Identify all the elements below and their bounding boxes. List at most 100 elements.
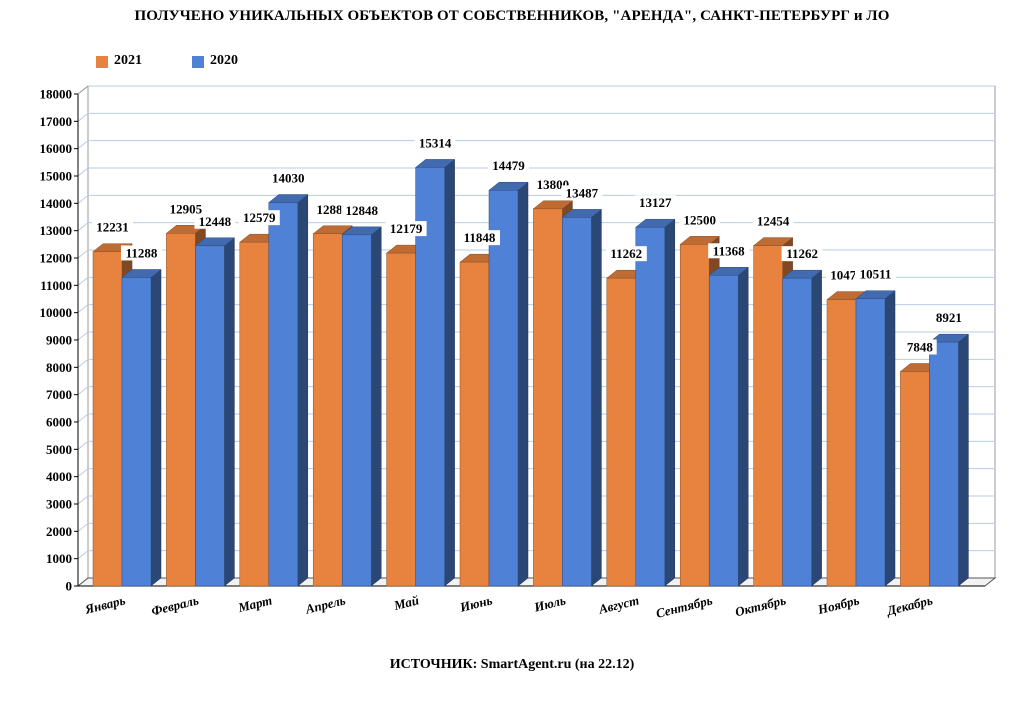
bar-2020 [341,234,372,587]
bar-side-2020 [224,237,235,587]
x-tick-label: Октябрь [734,592,788,619]
bar-2021 [166,233,196,587]
bar-2020 [782,277,812,587]
x-tick-label: Февраль [150,592,200,618]
gridline-side [77,112,89,122]
bar-side-2020 [370,226,382,587]
bar-2021 [386,252,416,587]
x-tick-label: Декабрь [885,592,935,618]
gridline-side [77,440,89,450]
bar-side-2020 [150,268,162,587]
bar-2021 [459,261,490,587]
data-label: 11848 [464,230,496,245]
y-tick-label: 1000 [46,551,72,566]
y-tick-label: 14000 [40,196,73,211]
data-label: 12231 [96,220,129,235]
bar-2021 [753,245,783,587]
bar-2020 [488,189,519,587]
gridline-side [77,249,89,259]
data-label-bg [932,310,966,326]
gridline-side [77,222,89,232]
data-label-bg [165,201,207,217]
data-label: 12579 [243,210,276,225]
data-label: 11262 [610,246,642,261]
bar-side-2020 [737,266,749,587]
bar-side-2020 [811,269,822,587]
x-tick-label: Март [236,592,274,615]
data-label-bg [194,213,236,229]
data-label-bg [238,210,280,226]
bar-side-2020 [664,218,676,587]
data-label-bg [121,245,162,261]
bar-2021 [606,277,637,587]
bar-2020 [708,275,739,587]
bar-2020 [121,277,152,587]
data-label: 15314 [419,135,452,150]
y-tick-label: 3000 [46,497,72,512]
x-tick-label: Январь [82,592,126,617]
legend-label-2021: 2021 [114,53,142,68]
y-tick-label: 18000 [40,87,73,102]
data-label-bg [781,246,823,262]
gridline-side [77,358,89,368]
bar-2020 [195,245,225,587]
bar-2021 [533,208,563,587]
y-tick-label: 0 [66,579,73,594]
data-label-bg [341,202,383,218]
x-tick-label: Август [596,592,640,617]
bar-2020 [855,298,886,587]
data-label-bg [385,221,427,237]
bar-2021 [239,241,270,587]
data-label: 14030 [272,171,305,186]
bar-2021 [679,244,710,587]
legend-swatch-2021 [96,56,108,68]
y-tick-label: 8000 [46,360,72,375]
data-label: 12448 [199,214,232,229]
bar-2020 [268,202,299,587]
y-tick-label: 4000 [46,469,72,484]
bar-2020 [635,226,666,587]
bar-side-2020 [591,208,602,587]
bar-side-2020 [517,181,529,587]
gridline-side [77,468,89,478]
bar-2021 [900,371,930,587]
source-note: ИСТОЧНИК: SmartAgent.ru (на 22.12) [389,657,635,672]
y-tick-label: 10000 [40,305,73,320]
data-label: 12454 [757,214,790,229]
data-label-bg [634,195,676,211]
gridline-side [77,167,89,177]
data-label-bg [605,246,647,262]
data-label: 12500 [683,212,716,227]
bar-2020 [562,217,592,587]
gridline-side [77,304,89,314]
data-label: 12179 [390,221,423,236]
gridline-side [77,386,89,396]
y-tick-label: 16000 [40,141,73,156]
bar-2021 [92,251,123,587]
data-label: 11262 [786,246,818,261]
legend-swatch-2020 [192,56,204,68]
data-label-bg [488,158,529,174]
x-tick-label: Ноябрь [815,592,860,617]
bar-side-2020 [958,333,969,587]
gridline-side [77,331,89,341]
y-tick-label: 12000 [40,251,73,266]
data-label: 11368 [713,243,745,258]
y-tick-label: 7000 [46,387,72,402]
y-tick-label: 13000 [40,223,73,238]
y-tick-label: 9000 [46,333,72,348]
gridline-side [77,140,89,150]
bar-side-2020 [297,193,309,587]
data-label: 11288 [126,245,158,260]
data-label-bg [414,135,456,151]
data-label-bg [903,339,937,355]
bar-2020 [415,167,445,587]
data-label: 8921 [936,310,962,325]
data-label-bg [679,212,721,228]
data-label: 10511 [860,267,892,282]
data-label-bg [855,266,896,282]
bar-2021 [826,299,857,587]
x-tick-label: Июнь [457,592,493,615]
x-tick-label: Апрель [303,592,347,617]
